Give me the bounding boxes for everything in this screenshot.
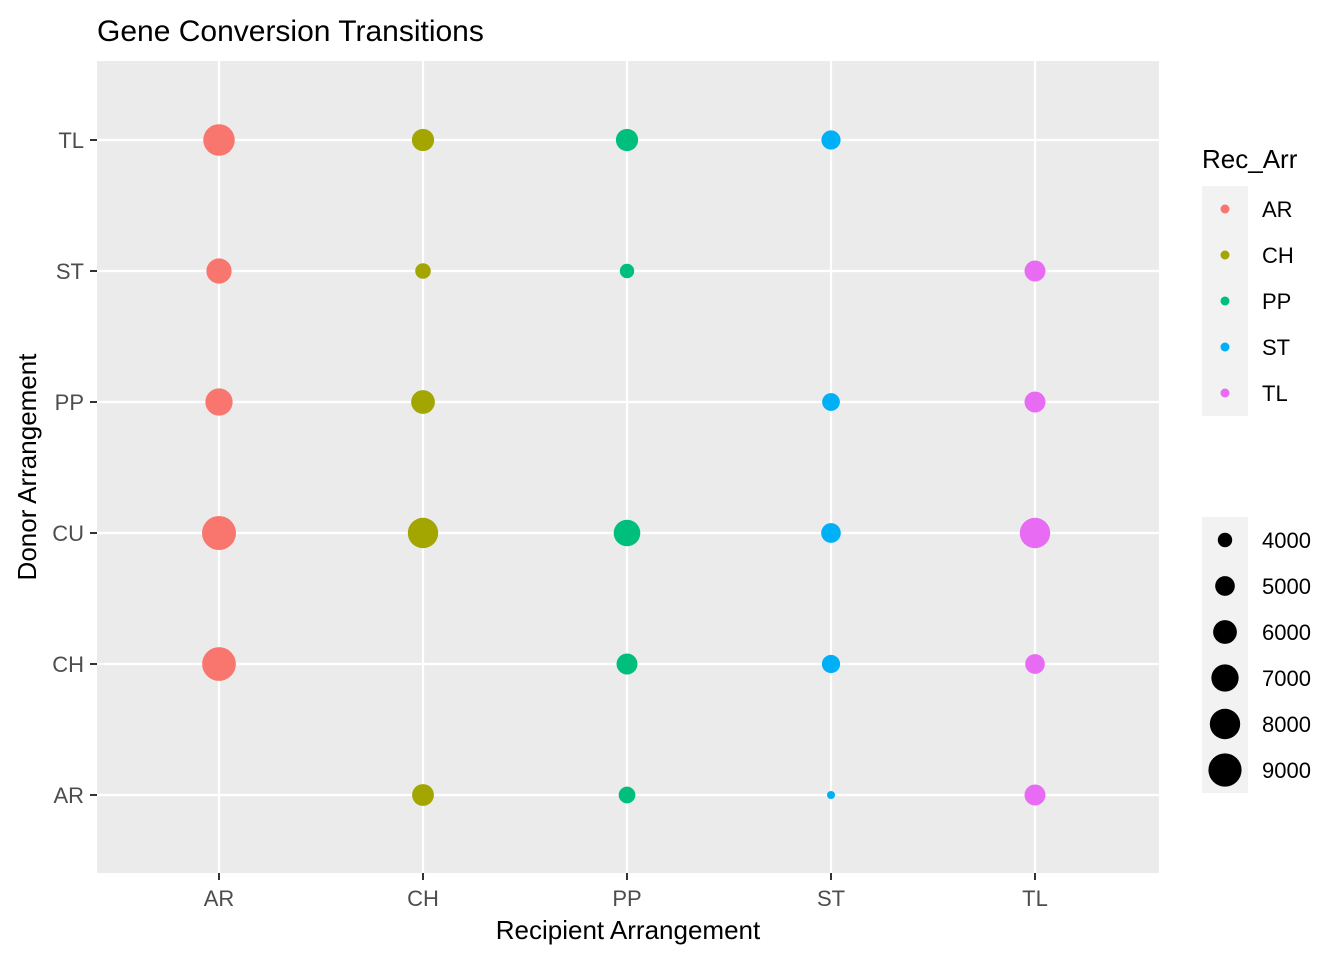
color-legend-label: TL: [1262, 381, 1288, 406]
y-tick-label: PP: [55, 390, 84, 415]
color-legend-label: PP: [1262, 289, 1291, 314]
size-legend-key: [1217, 532, 1233, 548]
size-legend-label: 4000: [1262, 528, 1311, 553]
y-tick-label: CU: [52, 521, 84, 546]
data-point: [822, 393, 840, 411]
color-legend-label: AR: [1262, 197, 1293, 222]
data-point: [203, 124, 235, 156]
x-tick-label: AR: [204, 886, 235, 911]
y-axis-title: Donor Arrangement: [12, 353, 42, 581]
y-axis: AR CH CU PP ST TL: [52, 128, 97, 808]
data-point: [1024, 784, 1046, 806]
data-point: [407, 517, 439, 549]
y-tick-label: ST: [56, 259, 84, 284]
data-point: [202, 647, 236, 681]
x-tick-label: TL: [1022, 886, 1048, 911]
size-legend-label: 8000: [1262, 712, 1311, 737]
data-point: [619, 263, 635, 279]
y-tick-label: AR: [53, 783, 84, 808]
size-legend-label: 6000: [1262, 620, 1311, 645]
data-point: [615, 128, 639, 152]
data-points: [202, 124, 1051, 806]
data-point: [205, 388, 233, 416]
size-legend-label: 7000: [1262, 666, 1311, 691]
size-legend-keys-bg: [1202, 517, 1248, 793]
x-tick-label: CH: [407, 886, 439, 911]
data-point: [206, 258, 232, 284]
color-legend-key: [1220, 204, 1230, 214]
data-point: [821, 523, 841, 543]
color-legend-label: CH: [1262, 243, 1294, 268]
data-point: [821, 654, 841, 674]
data-point: [613, 519, 641, 547]
color-legend-key: [1220, 342, 1230, 352]
data-point: [1019, 517, 1051, 549]
size-legend-key: [1213, 620, 1237, 644]
color-legend-title: Rec_Arr: [1202, 144, 1298, 174]
data-point: [821, 130, 841, 150]
y-tick-label: CH: [52, 652, 84, 677]
size-legend-key: [1208, 753, 1242, 787]
color-legend-label: ST: [1262, 335, 1290, 360]
chart-title: Gene Conversion Transitions: [97, 15, 484, 48]
data-point: [411, 390, 435, 414]
data-point: [412, 784, 434, 806]
color-legend-key: [1220, 250, 1230, 260]
data-point: [1024, 391, 1046, 413]
data-point: [827, 791, 835, 799]
data-point: [411, 128, 435, 152]
x-axis: AR CH PP ST TL: [204, 873, 1048, 911]
color-legend-key: [1220, 296, 1230, 306]
x-tick-label: PP: [612, 886, 641, 911]
data-point: [202, 516, 236, 550]
data-point: [415, 263, 431, 279]
y-tick-label: TL: [58, 128, 84, 153]
data-point: [618, 786, 636, 804]
x-tick-label: ST: [817, 886, 845, 911]
size-legend-label: 9000: [1262, 758, 1311, 783]
color-legend-key: [1220, 388, 1230, 398]
size-legend-key: [1211, 664, 1239, 692]
data-point: [1025, 654, 1045, 674]
color-legend: Rec_Arr AR CH PP ST TL: [1202, 144, 1298, 416]
data-point: [1024, 260, 1046, 282]
size-legend: 4000 5000 6000 7000 8000 9000: [1202, 517, 1311, 793]
x-axis-title: Recipient Arrangement: [496, 915, 761, 945]
size-legend-label: 5000: [1262, 574, 1311, 599]
data-point: [616, 653, 638, 675]
size-legend-key: [1209, 708, 1241, 740]
size-legend-key: [1215, 576, 1235, 596]
